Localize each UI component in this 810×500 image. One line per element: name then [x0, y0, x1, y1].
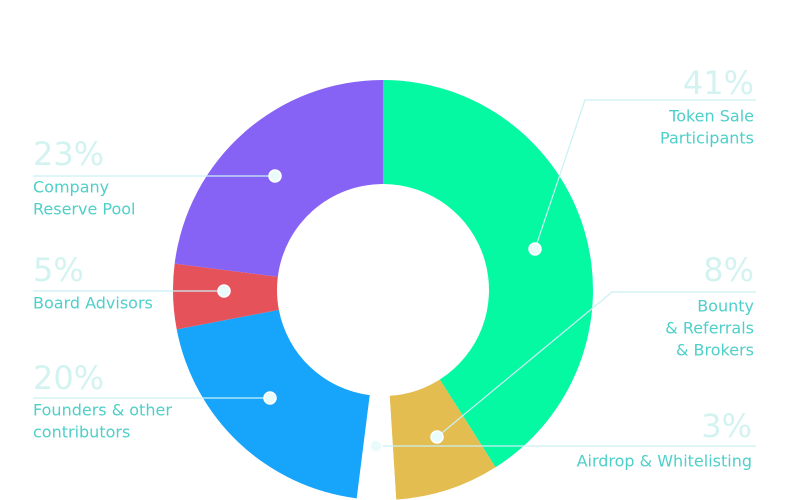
segment-label: Company: [33, 178, 109, 197]
segment-label: & Brokers: [676, 341, 754, 360]
percent-label: 20%: [33, 359, 104, 397]
segment-label: Token Sale: [668, 107, 754, 126]
leader-dot: [528, 242, 542, 256]
leader-dot: [217, 284, 231, 298]
leader-dot: [369, 439, 383, 453]
percent-label: 5%: [33, 251, 84, 289]
leader-dot: [430, 430, 444, 444]
segment-label: Board Advisors: [33, 294, 153, 313]
leader-dot: [268, 169, 282, 183]
percent-label: 23%: [33, 135, 104, 173]
percent-label: 8%: [703, 251, 754, 289]
segment-label: Founders & other: [33, 401, 172, 420]
segment-label: contributors: [33, 423, 130, 442]
segment-label: & Referrals: [665, 319, 754, 338]
donut-segment: [383, 80, 594, 468]
segment-label: Airdrop & Whitelisting: [577, 452, 752, 471]
leader-dot: [263, 391, 277, 405]
segment-label: Reserve Pool: [33, 200, 136, 219]
segment-label: Participants: [660, 129, 754, 148]
leader-line: [534, 99, 756, 250]
percent-label: 41%: [683, 64, 754, 102]
segment-label: Bounty: [697, 297, 754, 316]
donut-segment: [176, 309, 370, 499]
percent-label: 3%: [701, 407, 752, 445]
leader-line: [436, 291, 756, 438]
